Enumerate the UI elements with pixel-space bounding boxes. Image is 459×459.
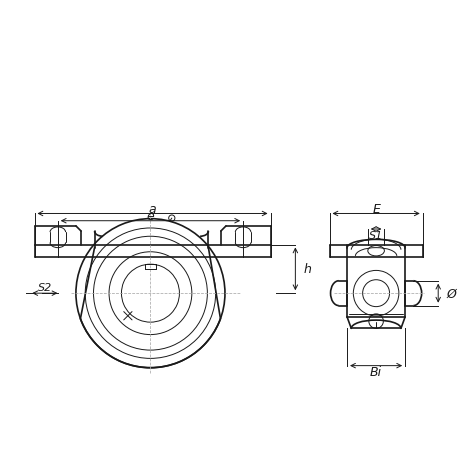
Text: S2: S2 (38, 282, 52, 292)
Text: S1: S1 (368, 231, 382, 241)
Text: a: a (148, 202, 156, 215)
Text: Ø: Ø (446, 287, 455, 300)
Text: E: E (371, 202, 379, 215)
Text: e: e (146, 210, 154, 223)
Text: Bi: Bi (369, 365, 381, 379)
Text: h: h (303, 263, 311, 276)
